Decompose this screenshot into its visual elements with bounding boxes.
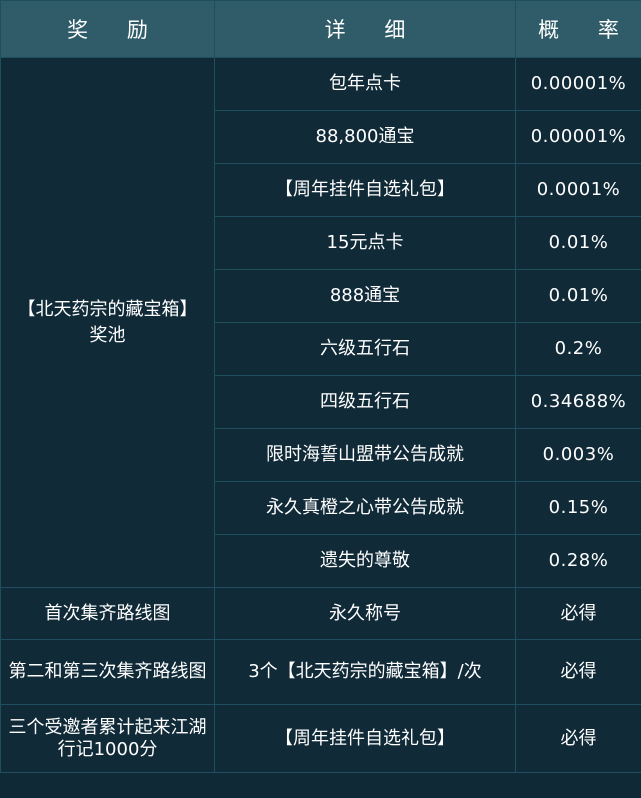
probability-cell: 0.00001% [515,57,641,111]
pool-name-cell: 【北天药宗的藏宝箱】奖池 [0,57,215,588]
detail-cell: 【周年挂件自选礼包】 [214,163,516,217]
table-row: 永久真橙之心带公告成就 0.15% [1,481,641,535]
table-row: 【周年挂件自选礼包】 0.0001% [1,163,641,217]
detail-cell: 遗失的尊敬 [214,534,516,588]
detail-cell: 包年点卡 [214,57,516,111]
reward-cell: 三个受邀者累计起来江湖行记1000分 [0,704,215,773]
reward-probability-table: 奖 励 详 细 概 率 【北天药宗的藏宝箱】奖池 包年点卡 0.00001% 8… [0,0,641,773]
reward-cell: 首次集齐路线图 [0,587,215,640]
header-probability: 概 率 [515,0,641,58]
table-row: 首次集齐路线图 永久称号 必得 [0,587,641,640]
table-row: 六级五行石 0.2% [1,322,641,376]
detail-cell: 888通宝 [214,269,516,323]
probability-cell: 必得 [515,639,641,705]
detail-cell: 15元点卡 [214,216,516,270]
probability-cell: 0.0001% [515,163,641,217]
detail-cell: 【周年挂件自选礼包】 [214,704,516,773]
detail-cell: 六级五行石 [214,322,516,376]
detail-cell: 限时海誓山盟带公告成就 [214,428,516,482]
table-row: 第二和第三次集齐路线图 3个【北天药宗的藏宝箱】/次 必得 [0,639,641,705]
table-row: 88,800通宝 0.00001% [1,110,641,164]
probability-cell: 0.34688% [515,375,641,429]
detail-cell: 四级五行石 [214,375,516,429]
probability-cell: 必得 [515,587,641,640]
probability-cell: 0.28% [515,534,641,588]
probability-cell: 0.003% [515,428,641,482]
detail-cell: 3个【北天药宗的藏宝箱】/次 [214,639,516,705]
probability-cell: 必得 [515,704,641,773]
detail-cell: 永久称号 [214,587,516,640]
header-reward: 奖 励 [0,0,215,58]
detail-cell: 88,800通宝 [214,110,516,164]
probability-cell: 0.2% [515,322,641,376]
probability-cell: 0.00001% [515,110,641,164]
table-header-row: 奖 励 详 细 概 率 [0,0,641,58]
table-row: 三个受邀者累计起来江湖行记1000分 【周年挂件自选礼包】 必得 [0,704,641,773]
table-row: 四级五行石 0.34688% [1,375,641,429]
table-row: 15元点卡 0.01% [1,216,641,270]
probability-cell: 0.15% [515,481,641,535]
probability-cell: 0.01% [515,216,641,270]
header-detail: 详 细 [214,0,516,58]
table-row: 限时海誓山盟带公告成就 0.003% [1,428,641,482]
table-row: 888通宝 0.01% [1,269,641,323]
probability-cell: 0.01% [515,269,641,323]
detail-cell: 永久真橙之心带公告成就 [214,481,516,535]
table-row: 【北天药宗的藏宝箱】奖池 包年点卡 0.00001% [0,57,641,588]
reward-cell: 第二和第三次集齐路线图 [0,639,215,705]
